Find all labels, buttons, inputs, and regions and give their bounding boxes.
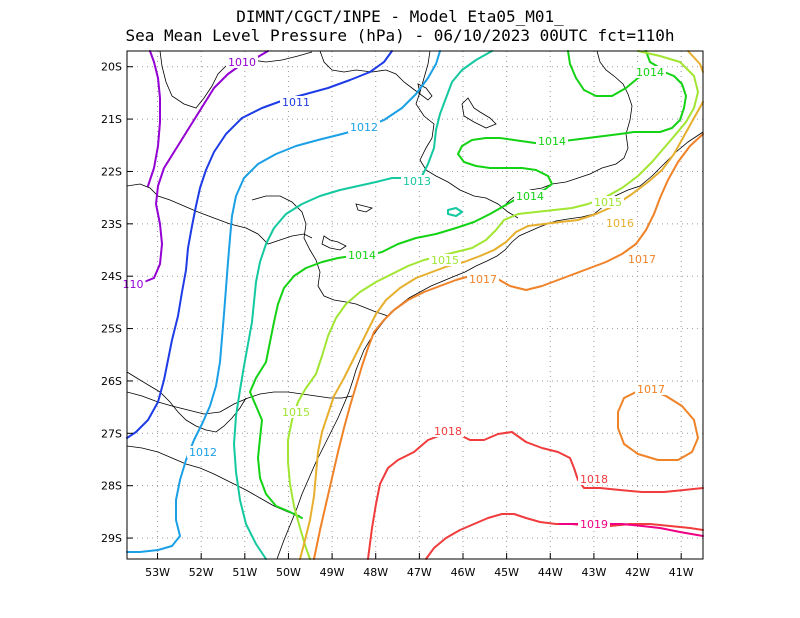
isobar-label-background [592,196,624,208]
reservoir-3 [355,203,373,213]
isobar-label-background [536,135,568,147]
isobar-1010-east [135,50,269,285]
isobar-label-background [635,383,667,395]
plot-area: 1010 110 1011 1012 1012 1013 1014 1014 1014 1014 1… [120,50,704,560]
isobar-1013 [233,50,493,560]
isobar-label-1014: 1014 [636,66,664,79]
lon-tick-label: 48W [363,566,388,579]
isobar-label-background [578,473,610,485]
plot-background [127,51,703,559]
border-argentina [126,371,247,433]
isobar-labels: 1010 110 1011 1012 1012 1013 1014 1014 1014 1014 1… [120,56,667,531]
isobar-1017-cell [617,389,699,461]
isobar-1013-cell [447,207,463,217]
isobar-label-background [401,175,433,187]
lon-tick-label: 52W [189,566,214,579]
reservoir-2 [321,235,347,251]
lon-tick-label: 41W [669,566,694,579]
isobar-label-background [280,406,312,418]
longitude-tick-labels: 53W 52W 51W 50W 49W 48W 47W 46W 45W 44W 43W 42W 41W [145,553,694,579]
lat-tick-label: 28S [101,480,122,493]
isobar-label-background [346,249,378,261]
lon-tick-label: 45W [494,566,519,579]
isobar-label-background [634,66,666,78]
lat-tick-label: 21S [101,113,122,126]
state-border-west [159,50,313,109]
state-border-sc-rs [126,445,301,517]
isobar-label-background [429,254,461,266]
isobar-label-1017: 1017 [637,383,665,396]
title-line-1: DIMNT/CGCT/INPE - Model Eta05_M01_ [236,7,564,26]
isobar-label-background [578,518,610,530]
lon-tick-label: 47W [407,566,432,579]
lat-tick-label: 24S [101,270,122,283]
state-border-ms [126,183,313,245]
lon-tick-label: 42W [625,566,650,579]
isobar-label-1014: 1014 [516,190,544,203]
lon-tick-label: 46W [451,566,476,579]
lat-tick-label: 22S [101,165,122,178]
isobar-1014-north [249,50,687,519]
isobar-label-1011: 1011 [282,96,310,109]
isobar-label-1018: 1018 [434,425,462,438]
title-line-2: Sea Mean Level Pressure (hPa) - 06/10/20… [125,26,674,45]
isobar-label-background [626,253,658,265]
isobar-1010-west [147,50,161,187]
isobar-label-1015: 1015 [594,196,622,209]
isobar-1018 [367,431,704,560]
lat-tick-label: 23S [101,218,122,231]
reservoir-4 [417,83,433,101]
isobar-label-1018: 1018 [580,473,608,486]
lat-tick-label: 26S [101,375,122,388]
isobar-label-background [432,425,464,437]
isobar-label-1010: 1010 [228,56,256,69]
lat-tick-label: 20S [101,61,122,74]
isobar-label-1017: 1017 [469,273,497,286]
lon-tick-label: 49W [320,566,345,579]
isobar-label-1017: 1017 [628,253,656,266]
isobar-label-background [280,96,312,108]
lon-tick-label: 50W [276,566,301,579]
isobar-label-1010: 110 [123,278,144,291]
isobar-label-background [467,273,499,285]
lat-tick-label: 29S [101,532,122,545]
isobar-label-background [348,121,380,133]
lat-tick-label: 25S [101,323,122,336]
isobar-1016 [687,50,704,73]
isobar-label-1014: 1014 [538,135,566,148]
isobar-label-background [187,446,219,458]
isobar-label-background [514,190,546,202]
lon-tick-label: 44W [538,566,563,579]
isobar-1018-south [425,513,704,560]
isobar-label-1016: 1016 [606,217,634,230]
isobar-label-1014: 1014 [348,249,376,262]
isobar-label-1012: 1012 [189,446,217,459]
state-border-sp-pr [251,195,389,317]
reservoir-1 [461,97,497,129]
isobar-label-1015: 1015 [282,406,310,419]
state-border-north [319,50,421,95]
lon-tick-label: 53W [145,566,170,579]
isobar-1011 [126,50,393,439]
isobar-label-1013: 1013 [403,175,431,188]
lat-tick-label: 27S [101,427,122,440]
isobar-label-1015: 1015 [431,254,459,267]
latitude-tick-labels: 20S 21S 22S 23S 24S 25S 26S 27S 28S 29S [101,61,133,545]
lon-tick-label: 43W [581,566,606,579]
isobar-label-1019: 1019 [580,518,608,531]
isobar-label-1012: 1012 [350,121,378,134]
isobar-label-background [226,56,258,68]
plot-frame [126,50,704,560]
isobar-label-background [604,217,636,229]
state-border-pr-sc [126,391,353,415]
lon-tick-label: 51W [232,566,257,579]
